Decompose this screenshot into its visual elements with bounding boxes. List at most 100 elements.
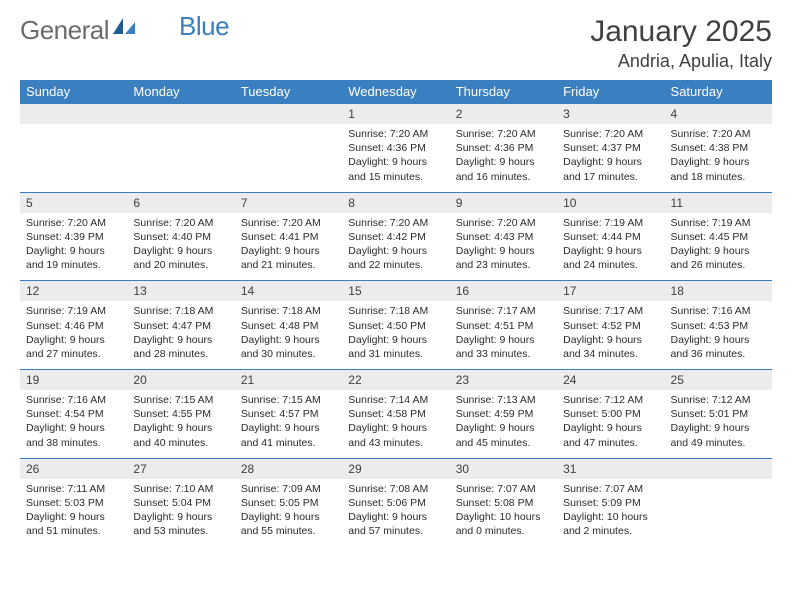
sunset-line: Sunset: 5:01 PM <box>671 407 766 421</box>
daylight-line: Daylight: 9 hours and 53 minutes. <box>133 510 228 538</box>
sunrise-line: Sunrise: 7:20 AM <box>348 127 443 141</box>
weekday-header: Monday <box>127 80 234 104</box>
daylight-line: Daylight: 9 hours and 31 minutes. <box>348 333 443 361</box>
day-number: 11 <box>665 192 772 213</box>
day-number: 26 <box>20 458 127 479</box>
day-details: Sunrise: 7:07 AMSunset: 5:09 PMDaylight:… <box>557 479 664 547</box>
sunrise-line: Sunrise: 7:20 AM <box>671 127 766 141</box>
logo-text-general: General <box>20 15 109 46</box>
sunrise-line: Sunrise: 7:09 AM <box>241 482 336 496</box>
daylight-line: Daylight: 9 hours and 24 minutes. <box>563 244 658 272</box>
empty-cell <box>20 104 127 125</box>
sunset-line: Sunset: 4:54 PM <box>26 407 121 421</box>
daylight-line: Daylight: 9 hours and 19 minutes. <box>26 244 121 272</box>
sunset-line: Sunset: 4:51 PM <box>456 319 551 333</box>
title-block: January 2025 Andria, Apulia, Italy <box>590 15 772 72</box>
day-number: 19 <box>20 370 127 391</box>
weekday-header: Tuesday <box>235 80 342 104</box>
day-number: 30 <box>450 458 557 479</box>
day-details: Sunrise: 7:20 AMSunset: 4:38 PMDaylight:… <box>665 124 772 192</box>
sunset-line: Sunset: 4:43 PM <box>456 230 551 244</box>
sunrise-line: Sunrise: 7:15 AM <box>133 393 228 407</box>
day-number: 4 <box>665 104 772 125</box>
sunrise-line: Sunrise: 7:20 AM <box>456 127 551 141</box>
daylight-line: Daylight: 9 hours and 16 minutes. <box>456 155 551 183</box>
daylight-line: Daylight: 9 hours and 26 minutes. <box>671 244 766 272</box>
sunrise-line: Sunrise: 7:12 AM <box>671 393 766 407</box>
sunrise-line: Sunrise: 7:19 AM <box>563 216 658 230</box>
logo-sail-icon <box>111 12 137 43</box>
daylight-line: Daylight: 9 hours and 34 minutes. <box>563 333 658 361</box>
day-number: 7 <box>235 192 342 213</box>
daynum-row: 12131415161718 <box>20 281 772 302</box>
day-details: Sunrise: 7:16 AMSunset: 4:53 PMDaylight:… <box>665 301 772 369</box>
day-number: 5 <box>20 192 127 213</box>
sunset-line: Sunset: 5:09 PM <box>563 496 658 510</box>
detail-row: Sunrise: 7:20 AMSunset: 4:39 PMDaylight:… <box>20 213 772 281</box>
daylight-line: Daylight: 9 hours and 43 minutes. <box>348 421 443 449</box>
sunrise-line: Sunrise: 7:07 AM <box>456 482 551 496</box>
day-details: Sunrise: 7:07 AMSunset: 5:08 PMDaylight:… <box>450 479 557 547</box>
sunset-line: Sunset: 4:58 PM <box>348 407 443 421</box>
empty-cell <box>665 479 772 547</box>
day-number: 25 <box>665 370 772 391</box>
sunrise-line: Sunrise: 7:15 AM <box>241 393 336 407</box>
sunrise-line: Sunrise: 7:16 AM <box>26 393 121 407</box>
month-title: January 2025 <box>590 15 772 49</box>
daylight-line: Daylight: 9 hours and 27 minutes. <box>26 333 121 361</box>
daylight-line: Daylight: 10 hours and 0 minutes. <box>456 510 551 538</box>
sunset-line: Sunset: 4:53 PM <box>671 319 766 333</box>
daynum-row: 567891011 <box>20 192 772 213</box>
sunrise-line: Sunrise: 7:13 AM <box>456 393 551 407</box>
weekday-header: Saturday <box>665 80 772 104</box>
sunrise-line: Sunrise: 7:20 AM <box>348 216 443 230</box>
weekday-header: Thursday <box>450 80 557 104</box>
daylight-line: Daylight: 9 hours and 20 minutes. <box>133 244 228 272</box>
sunrise-line: Sunrise: 7:08 AM <box>348 482 443 496</box>
daylight-line: Daylight: 9 hours and 36 minutes. <box>671 333 766 361</box>
sunset-line: Sunset: 4:55 PM <box>133 407 228 421</box>
location-label: Andria, Apulia, Italy <box>590 51 772 72</box>
detail-row: Sunrise: 7:20 AMSunset: 4:36 PMDaylight:… <box>20 124 772 192</box>
day-number: 2 <box>450 104 557 125</box>
sunset-line: Sunset: 5:08 PM <box>456 496 551 510</box>
daylight-line: Daylight: 9 hours and 28 minutes. <box>133 333 228 361</box>
sunrise-line: Sunrise: 7:18 AM <box>348 304 443 318</box>
sunset-line: Sunset: 5:03 PM <box>26 496 121 510</box>
calendar-table: SundayMondayTuesdayWednesdayThursdayFrid… <box>20 80 772 546</box>
day-details: Sunrise: 7:19 AMSunset: 4:45 PMDaylight:… <box>665 213 772 281</box>
daylight-line: Daylight: 9 hours and 45 minutes. <box>456 421 551 449</box>
daylight-line: Daylight: 9 hours and 18 minutes. <box>671 155 766 183</box>
empty-cell <box>20 124 127 192</box>
day-details: Sunrise: 7:20 AMSunset: 4:41 PMDaylight:… <box>235 213 342 281</box>
daylight-line: Daylight: 9 hours and 30 minutes. <box>241 333 336 361</box>
day-number: 12 <box>20 281 127 302</box>
day-details: Sunrise: 7:18 AMSunset: 4:48 PMDaylight:… <box>235 301 342 369</box>
day-number: 9 <box>450 192 557 213</box>
sunset-line: Sunset: 4:36 PM <box>348 141 443 155</box>
day-details: Sunrise: 7:13 AMSunset: 4:59 PMDaylight:… <box>450 390 557 458</box>
daynum-row: 19202122232425 <box>20 370 772 391</box>
sunrise-line: Sunrise: 7:07 AM <box>563 482 658 496</box>
sunrise-line: Sunrise: 7:17 AM <box>563 304 658 318</box>
daylight-line: Daylight: 10 hours and 2 minutes. <box>563 510 658 538</box>
day-number: 1 <box>342 104 449 125</box>
day-details: Sunrise: 7:16 AMSunset: 4:54 PMDaylight:… <box>20 390 127 458</box>
sunset-line: Sunset: 4:50 PM <box>348 319 443 333</box>
daylight-line: Daylight: 9 hours and 41 minutes. <box>241 421 336 449</box>
day-details: Sunrise: 7:20 AMSunset: 4:36 PMDaylight:… <box>342 124 449 192</box>
sunrise-line: Sunrise: 7:17 AM <box>456 304 551 318</box>
day-details: Sunrise: 7:12 AMSunset: 5:01 PMDaylight:… <box>665 390 772 458</box>
sunset-line: Sunset: 4:52 PM <box>563 319 658 333</box>
daylight-line: Daylight: 9 hours and 40 minutes. <box>133 421 228 449</box>
detail-row: Sunrise: 7:11 AMSunset: 5:03 PMDaylight:… <box>20 479 772 547</box>
day-number: 22 <box>342 370 449 391</box>
sunset-line: Sunset: 4:47 PM <box>133 319 228 333</box>
day-details: Sunrise: 7:11 AMSunset: 5:03 PMDaylight:… <box>20 479 127 547</box>
day-details: Sunrise: 7:18 AMSunset: 4:47 PMDaylight:… <box>127 301 234 369</box>
day-number: 10 <box>557 192 664 213</box>
day-number: 6 <box>127 192 234 213</box>
sunset-line: Sunset: 4:48 PM <box>241 319 336 333</box>
sunset-line: Sunset: 4:46 PM <box>26 319 121 333</box>
day-number: 29 <box>342 458 449 479</box>
